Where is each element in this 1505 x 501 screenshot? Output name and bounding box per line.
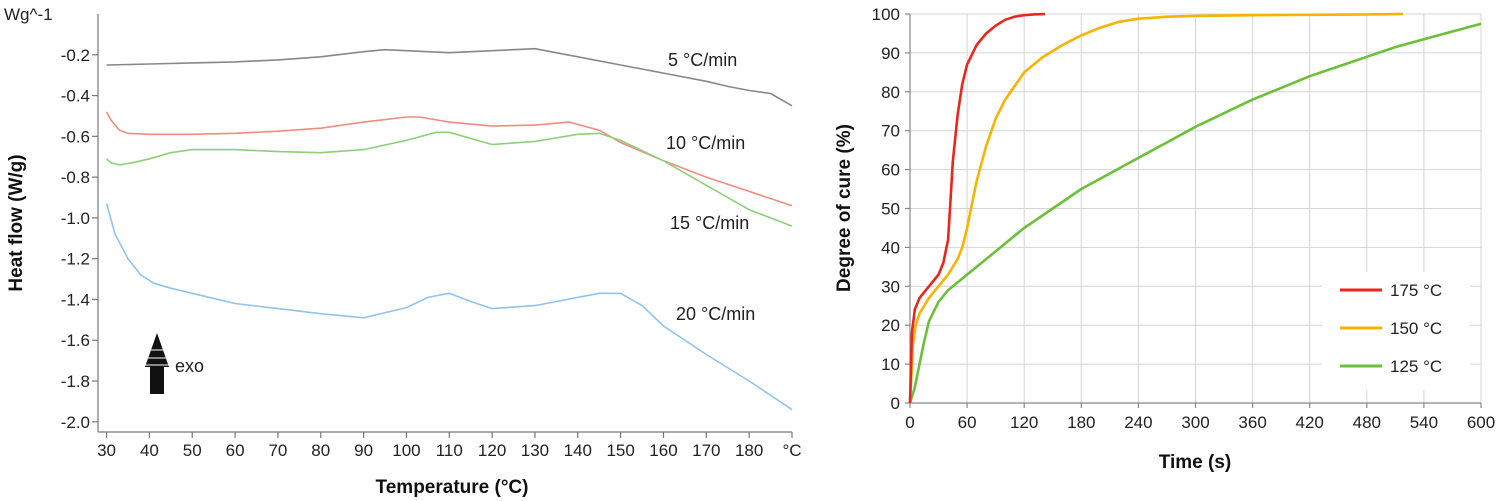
left-x-tick-label: 90	[354, 441, 373, 460]
right-y-tick-label: 90	[881, 44, 900, 63]
right-x-tick-label: 600	[1467, 413, 1495, 432]
exo-arrow-icon	[144, 333, 170, 394]
series-line-150-c	[908, 12, 1404, 404]
series-line-175-c	[908, 12, 1046, 404]
right-x-ticks: 0 60 120 180 240 300 360 420 480 540 600	[905, 403, 1495, 432]
right-y-tick-label: 50	[881, 200, 900, 219]
left-x-tick-label: 50	[183, 441, 202, 460]
left-y-tick-label: -0.6	[61, 127, 90, 146]
left-y-tick-label: -1.6	[61, 331, 90, 350]
series-line-5-c-min	[106, 47, 793, 107]
right-y-ticks: 0 10 20 30 40 50 60 70 80 90 100	[872, 5, 910, 413]
right-x-tick-label: 480	[1353, 413, 1381, 432]
left-x-tick-label: 120	[478, 441, 506, 460]
right-y-tick-label: 0	[891, 394, 900, 413]
right-x-tick-label: 240	[1124, 413, 1152, 432]
left-x-tick-label: 130	[521, 441, 549, 460]
cure-chart: 0 10 20 30 40 50 60 70 80 90 100 0 60 120 180 240 300 36…	[834, 5, 1495, 473]
right-y-tick-label: 20	[881, 316, 900, 335]
series-label-10-c-min: 10 °C/min	[666, 133, 745, 153]
left-y-tick-label: -1.8	[61, 372, 90, 391]
right-y-axis-title: Degree of cure (%)	[834, 124, 855, 292]
right-x-tick-label: 540	[1410, 413, 1438, 432]
left-y-tick-label: -1.4	[61, 290, 90, 309]
right-x-tick-label: 180	[1067, 413, 1095, 432]
right-y-tick-label: 100	[872, 5, 900, 24]
left-y-tick-label: -2.0	[61, 413, 90, 432]
right-x-tick-label: 120	[1010, 413, 1038, 432]
series-line-15-c-min	[106, 131, 793, 227]
left-x-tick-label: °C	[782, 441, 801, 460]
right-y-tick-label: 70	[881, 122, 900, 141]
legend-box	[1322, 272, 1470, 390]
left-y-tick-label: -1.0	[61, 209, 90, 228]
series-label-20-c-min: 20 °C/min	[676, 304, 755, 324]
left-series-group	[105, 47, 793, 411]
series-line-125-c	[908, 22, 1482, 404]
left-y-tick-label: -0.2	[61, 46, 90, 65]
left-y-ticks: -0.2 -0.4 -0.6 -0.8 -1.0 -1.2 -1.4 -1.6 -1.8 -2.0	[61, 46, 98, 432]
left-x-tick-label: 160	[649, 441, 677, 460]
left-x-tick-label: 170	[692, 441, 720, 460]
legend-label-150-c: 150 °C	[1390, 319, 1442, 338]
right-x-tick-label: 420	[1296, 413, 1324, 432]
left-x-tick-label: 110	[436, 441, 463, 460]
right-x-axis-title: Time (s)	[1159, 452, 1232, 473]
left-series-labels: 5 °C/min 10 °C/min 15 °C/min 20 °C/min	[666, 50, 755, 324]
series-label-15-c-min: 15 °C/min	[670, 213, 749, 233]
right-y-tick-label: 30	[881, 277, 900, 296]
right-y-tick-label: 80	[881, 83, 900, 102]
series-line-10-c-min	[105, 111, 793, 207]
left-x-tick-label: 140	[564, 441, 592, 460]
left-unit-label: Wg^-1	[4, 5, 53, 24]
left-x-tick-label: 30	[97, 441, 116, 460]
dsc-chart: Wg^-1 -0.2 -0.4 -0.6 -0.8 -1.0 -1.2 -1.4 -1.6 -1…	[4, 5, 802, 498]
right-x-tick-label: 0	[905, 413, 914, 432]
left-y-tick-label: -0.4	[61, 87, 90, 106]
left-y-axis-title: Heat flow (W/g)	[6, 154, 27, 291]
left-x-tick-label: 70	[268, 441, 287, 460]
right-x-tick-label: 300	[1181, 413, 1209, 432]
right-grid	[909, 13, 1482, 404]
left-x-tick-label: 60	[226, 441, 245, 460]
left-x-tick-label: 180	[735, 441, 763, 460]
right-series-group	[908, 12, 1482, 404]
right-y-tick-label: 40	[881, 238, 900, 257]
right-x-tick-label: 60	[958, 413, 977, 432]
legend-label-175-c: 175 °C	[1390, 281, 1442, 300]
left-x-tick-label: 40	[140, 441, 159, 460]
exo-label: exo	[175, 356, 204, 376]
left-x-tick-label: 80	[311, 441, 330, 460]
left-x-tick-label: 150	[606, 441, 634, 460]
right-y-tick-label: 10	[881, 355, 900, 374]
right-y-tick-label: 60	[881, 161, 900, 180]
left-y-tick-label: -1.2	[61, 250, 90, 269]
left-y-tick-label: -0.8	[61, 168, 90, 187]
legend: 175 °C 150 °C 125 °C	[1340, 281, 1442, 376]
left-x-tick-label: 100	[392, 441, 420, 460]
series-label-5-c-min: 5 °C/min	[668, 50, 737, 70]
left-x-axis-title: Temperature (°C)	[376, 477, 529, 498]
right-x-tick-label: 360	[1238, 413, 1266, 432]
legend-label-125-c: 125 °C	[1390, 357, 1442, 376]
left-x-ticks: 30 40 50 60 70 80 90 100 110 120 130 140 150 160 170 18…	[97, 432, 802, 460]
series-line-20-c-min	[105, 203, 793, 411]
